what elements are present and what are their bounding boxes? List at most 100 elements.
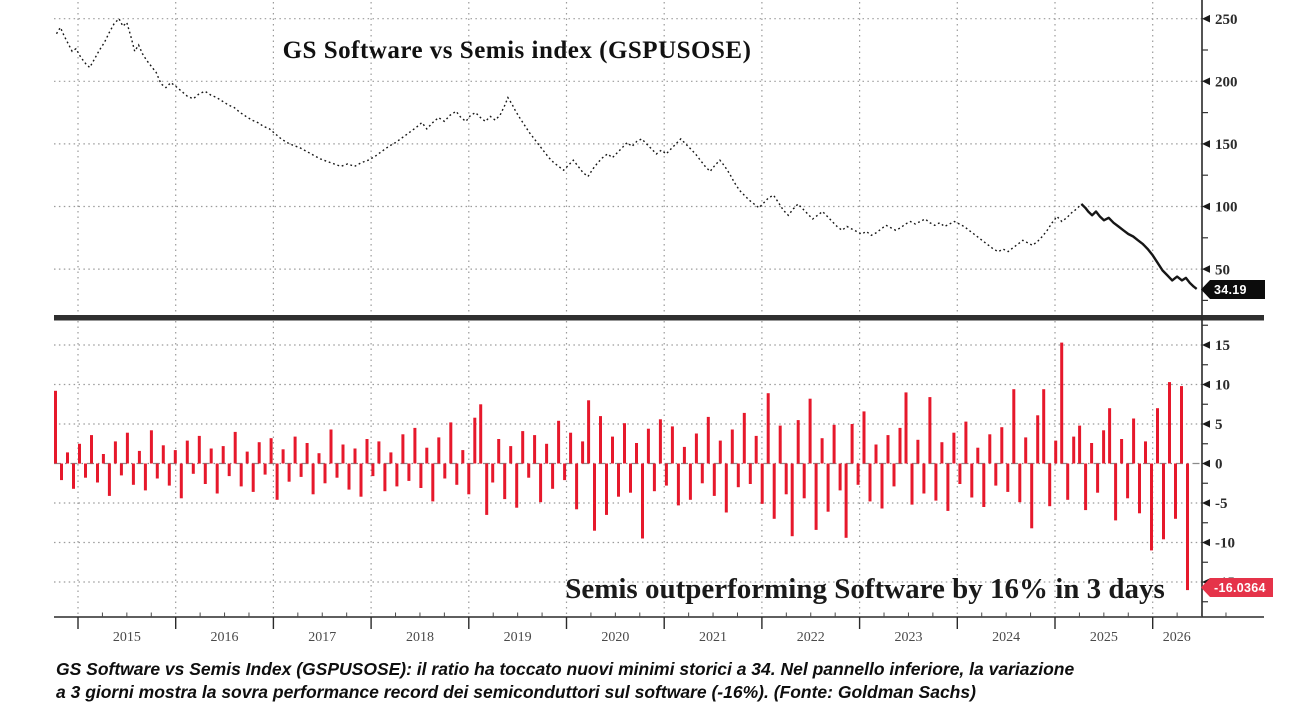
three-day-change-bar	[1072, 436, 1076, 464]
three-day-change-bar	[910, 463, 914, 505]
three-day-change-bar	[1084, 463, 1088, 511]
three-day-change-bar	[84, 463, 87, 478]
three-day-change-bar	[688, 463, 692, 500]
three-day-change-bar	[682, 446, 686, 464]
three-day-change-bar	[1174, 463, 1177, 519]
y-axis-tick-label: 50	[1215, 262, 1230, 278]
three-day-change-bar	[509, 446, 513, 464]
three-day-change-bar	[970, 463, 974, 498]
three-day-change-bar	[922, 463, 926, 494]
three-day-change-bar	[359, 463, 363, 497]
three-day-change-bar	[784, 463, 788, 495]
three-day-change-bar	[611, 436, 614, 464]
bottom-panel-annotation: Semis outperforming Software by 16% in 3…	[565, 573, 1165, 605]
three-day-change-bar	[305, 443, 309, 464]
three-day-change-bar	[575, 463, 579, 510]
three-day-change-bar	[1162, 463, 1165, 540]
three-day-change-bar	[1150, 463, 1153, 551]
three-day-change-bar	[539, 463, 543, 503]
three-day-change-bar	[778, 425, 782, 464]
three-day-change-bar	[796, 420, 800, 464]
y-axis-tick-label: 250	[1215, 12, 1238, 28]
three-day-change-bar	[754, 435, 758, 464]
three-day-change-bar	[383, 463, 387, 492]
three-day-change-bar	[245, 451, 249, 464]
three-day-change-bar	[1048, 463, 1052, 507]
three-day-change-bar	[461, 450, 465, 464]
three-day-change-bar	[820, 438, 824, 464]
three-day-change-bar	[1024, 437, 1028, 464]
three-day-change-bar	[892, 463, 896, 487]
three-day-change-bar	[203, 463, 207, 484]
three-day-change-bar	[844, 463, 848, 538]
x-axis-year-label: 2015	[113, 630, 141, 645]
y-axis-tick-label: 100	[1215, 200, 1238, 216]
three-day-change-bar	[233, 431, 237, 464]
three-day-change-bar	[299, 463, 303, 477]
three-day-change-bar	[1090, 443, 1094, 464]
y-major-tick-arrow	[1202, 265, 1210, 273]
three-day-change-bar	[137, 450, 141, 464]
three-day-change-bar	[431, 463, 435, 502]
y-axis-tick-label: 200	[1215, 75, 1238, 91]
three-day-change-bar	[479, 404, 483, 464]
three-day-change-bar	[964, 421, 968, 464]
three-day-change-bar	[90, 435, 93, 464]
y-major-tick-arrow	[1202, 459, 1210, 468]
x-axis-year-label: 2021	[699, 630, 727, 645]
three-day-change-bar	[605, 463, 608, 515]
panel-separator	[54, 315, 1264, 321]
y-major-tick-arrow	[1202, 499, 1210, 507]
three-day-change-bar	[191, 463, 195, 474]
top-panel-title: GS Software vs Semis index (GSPUSOSE)	[283, 37, 752, 64]
three-day-change-bar	[742, 412, 746, 464]
three-day-change-bar	[617, 463, 620, 497]
three-day-change-bar	[545, 443, 549, 464]
three-day-change-bar	[904, 392, 908, 464]
y-major-tick-arrow	[1202, 140, 1210, 148]
three-day-change-bar	[994, 463, 998, 486]
three-day-change-bar	[1000, 427, 1004, 464]
three-day-change-bar	[185, 440, 189, 464]
three-day-change-bar	[1168, 382, 1171, 464]
three-day-change-bar	[1186, 463, 1189, 591]
three-day-change-bar	[323, 463, 327, 484]
three-day-change-bar	[1066, 463, 1070, 500]
three-day-change-bar	[928, 397, 932, 464]
three-day-change-bar	[443, 463, 447, 479]
three-day-change-bar	[371, 463, 375, 477]
three-day-change-bar	[814, 463, 818, 530]
chart-canvas: 2015 2016 2017 2018 2019 2020 2021 2022 2023 2024…	[54, 0, 1264, 645]
three-day-change-bar	[569, 432, 573, 464]
caption-line-2: a 3 giorni mostra la sovra performance r…	[56, 682, 976, 702]
three-day-change-bar	[1078, 425, 1082, 464]
three-day-change-bar	[670, 426, 674, 464]
three-day-change-bar	[407, 463, 411, 481]
three-day-change-bar	[66, 452, 69, 464]
three-day-change-bar	[976, 447, 980, 464]
bottom-last-value: -16.0364	[1214, 580, 1266, 595]
three-day-change-bar	[1126, 463, 1130, 499]
y-major-tick-arrow	[1202, 14, 1210, 23]
three-day-change-bar	[395, 463, 399, 487]
three-day-change-bar	[149, 430, 153, 464]
three-day-change-bar	[838, 463, 842, 491]
three-day-change-bar	[173, 450, 177, 464]
top-panel-last-value-badge: 34.19	[1201, 280, 1265, 299]
three-day-change-bar	[197, 435, 201, 464]
three-day-change-bar	[455, 463, 459, 485]
three-day-change-bar	[341, 444, 345, 464]
three-day-change-bar	[593, 463, 596, 531]
three-day-change-bar	[940, 442, 944, 464]
three-day-change-bar	[629, 463, 632, 493]
y-axis-tick-label: 0	[1215, 457, 1223, 473]
x-axis-year-label: 2022	[797, 630, 825, 645]
three-day-change-bar	[1132, 418, 1136, 464]
three-day-change-bar	[155, 463, 159, 479]
three-day-change-bar	[101, 454, 105, 464]
y-axis-tick-label: -10	[1215, 536, 1235, 552]
ratio-line-dashed	[55, 17, 1082, 253]
ratio-line-solid-tail	[1080, 203, 1198, 290]
three-day-change-bar	[107, 463, 111, 496]
x-axis-year-label: 2025	[1090, 630, 1118, 645]
